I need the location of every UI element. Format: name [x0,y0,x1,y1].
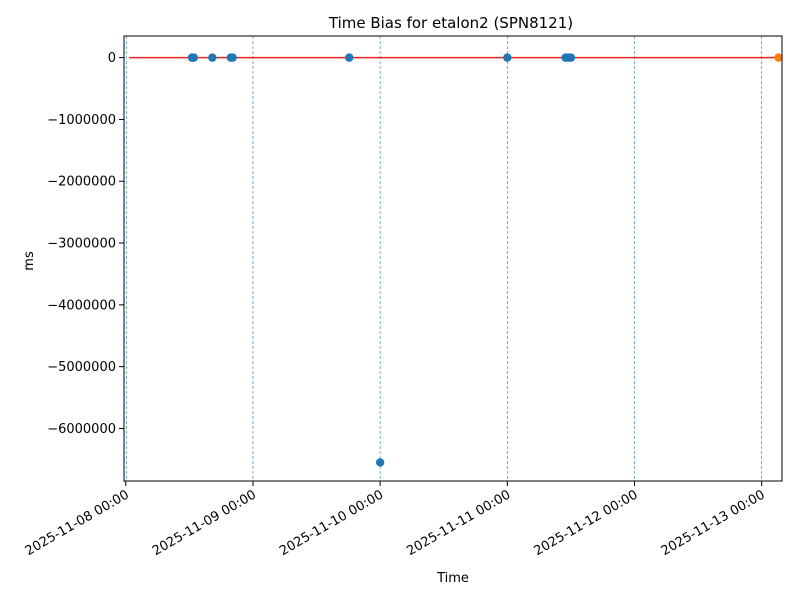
data-points-layer [187,53,783,467]
data-point [189,53,198,62]
x-tick-label: 2025-11-12 00:00 [532,487,641,559]
data-point [566,53,576,62]
x-tick-label: 2025-11-11 00:00 [404,487,513,559]
y-tick-label: −3000000 [47,237,116,252]
data-point [345,53,354,62]
y-tick-label: 0 [108,51,116,66]
data-point [228,53,237,62]
x-axis-title: Time [436,571,469,586]
chart-title: Time Bias for etalon2 (SPN8121) [328,14,573,32]
x-tick-label: 2025-11-13 00:00 [659,487,768,559]
data-point [208,53,217,62]
x-axis-ticks: 2025-11-08 00:00 2025-11-09 00:00 2025-11-… [23,481,768,559]
y-axis-ticks: 0 −1000000 −2000000 −3000000 −4000000 −500000… [47,51,124,437]
data-point [503,53,512,62]
x-tick-label: 2025-11-10 00:00 [277,487,386,559]
y-tick-label: −2000000 [47,175,116,190]
plot-frame [123,35,783,482]
x-tick-label: 2025-11-09 00:00 [150,487,259,559]
data-point [375,458,385,467]
grid-layer [126,36,762,481]
y-tick-label: −5000000 [47,360,116,375]
y-tick-label: −6000000 [47,422,116,437]
x-tick-label: 2025-11-08 00:00 [23,487,132,559]
y-tick-label: −1000000 [47,113,116,128]
y-tick-label: −4000000 [47,298,116,313]
data-point [774,53,783,62]
y-axis-title: ms [22,251,37,271]
